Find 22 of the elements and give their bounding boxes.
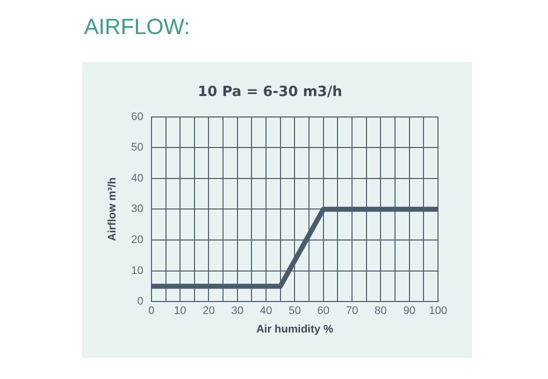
- x-tick-label: 50: [288, 305, 301, 318]
- y-tick-label: 20: [131, 234, 144, 246]
- x-tick-label: 20: [202, 305, 215, 318]
- x-tick-label: 40: [260, 305, 272, 318]
- chart-subtitle: 10 Pa = 6-30 m3/h: [198, 84, 342, 100]
- y-axis-title: Airflow m³/h: [106, 177, 119, 241]
- y-tick-label: 30: [131, 203, 144, 216]
- x-tick-label: 0: [148, 305, 154, 318]
- y-tick-label: 60: [131, 110, 144, 123]
- y-tick-label: 40: [131, 172, 144, 184]
- x-tick-label: 30: [231, 305, 244, 318]
- y-tick-label: 0: [137, 296, 144, 308]
- y-tick-label: 50: [131, 142, 144, 154]
- chart-title: AIRFLOW:: [84, 14, 190, 40]
- x-tick-label: 10: [174, 305, 186, 318]
- x-axis-title: Air humidity %: [256, 323, 334, 336]
- x-tick-label: 70: [346, 305, 358, 318]
- x-tick-label: 90: [403, 305, 416, 318]
- x-tick-label: 100: [428, 305, 448, 318]
- x-tick-label: 60: [317, 305, 330, 318]
- y-tick-label: 10: [131, 264, 144, 277]
- x-tick-label: 80: [374, 305, 387, 318]
